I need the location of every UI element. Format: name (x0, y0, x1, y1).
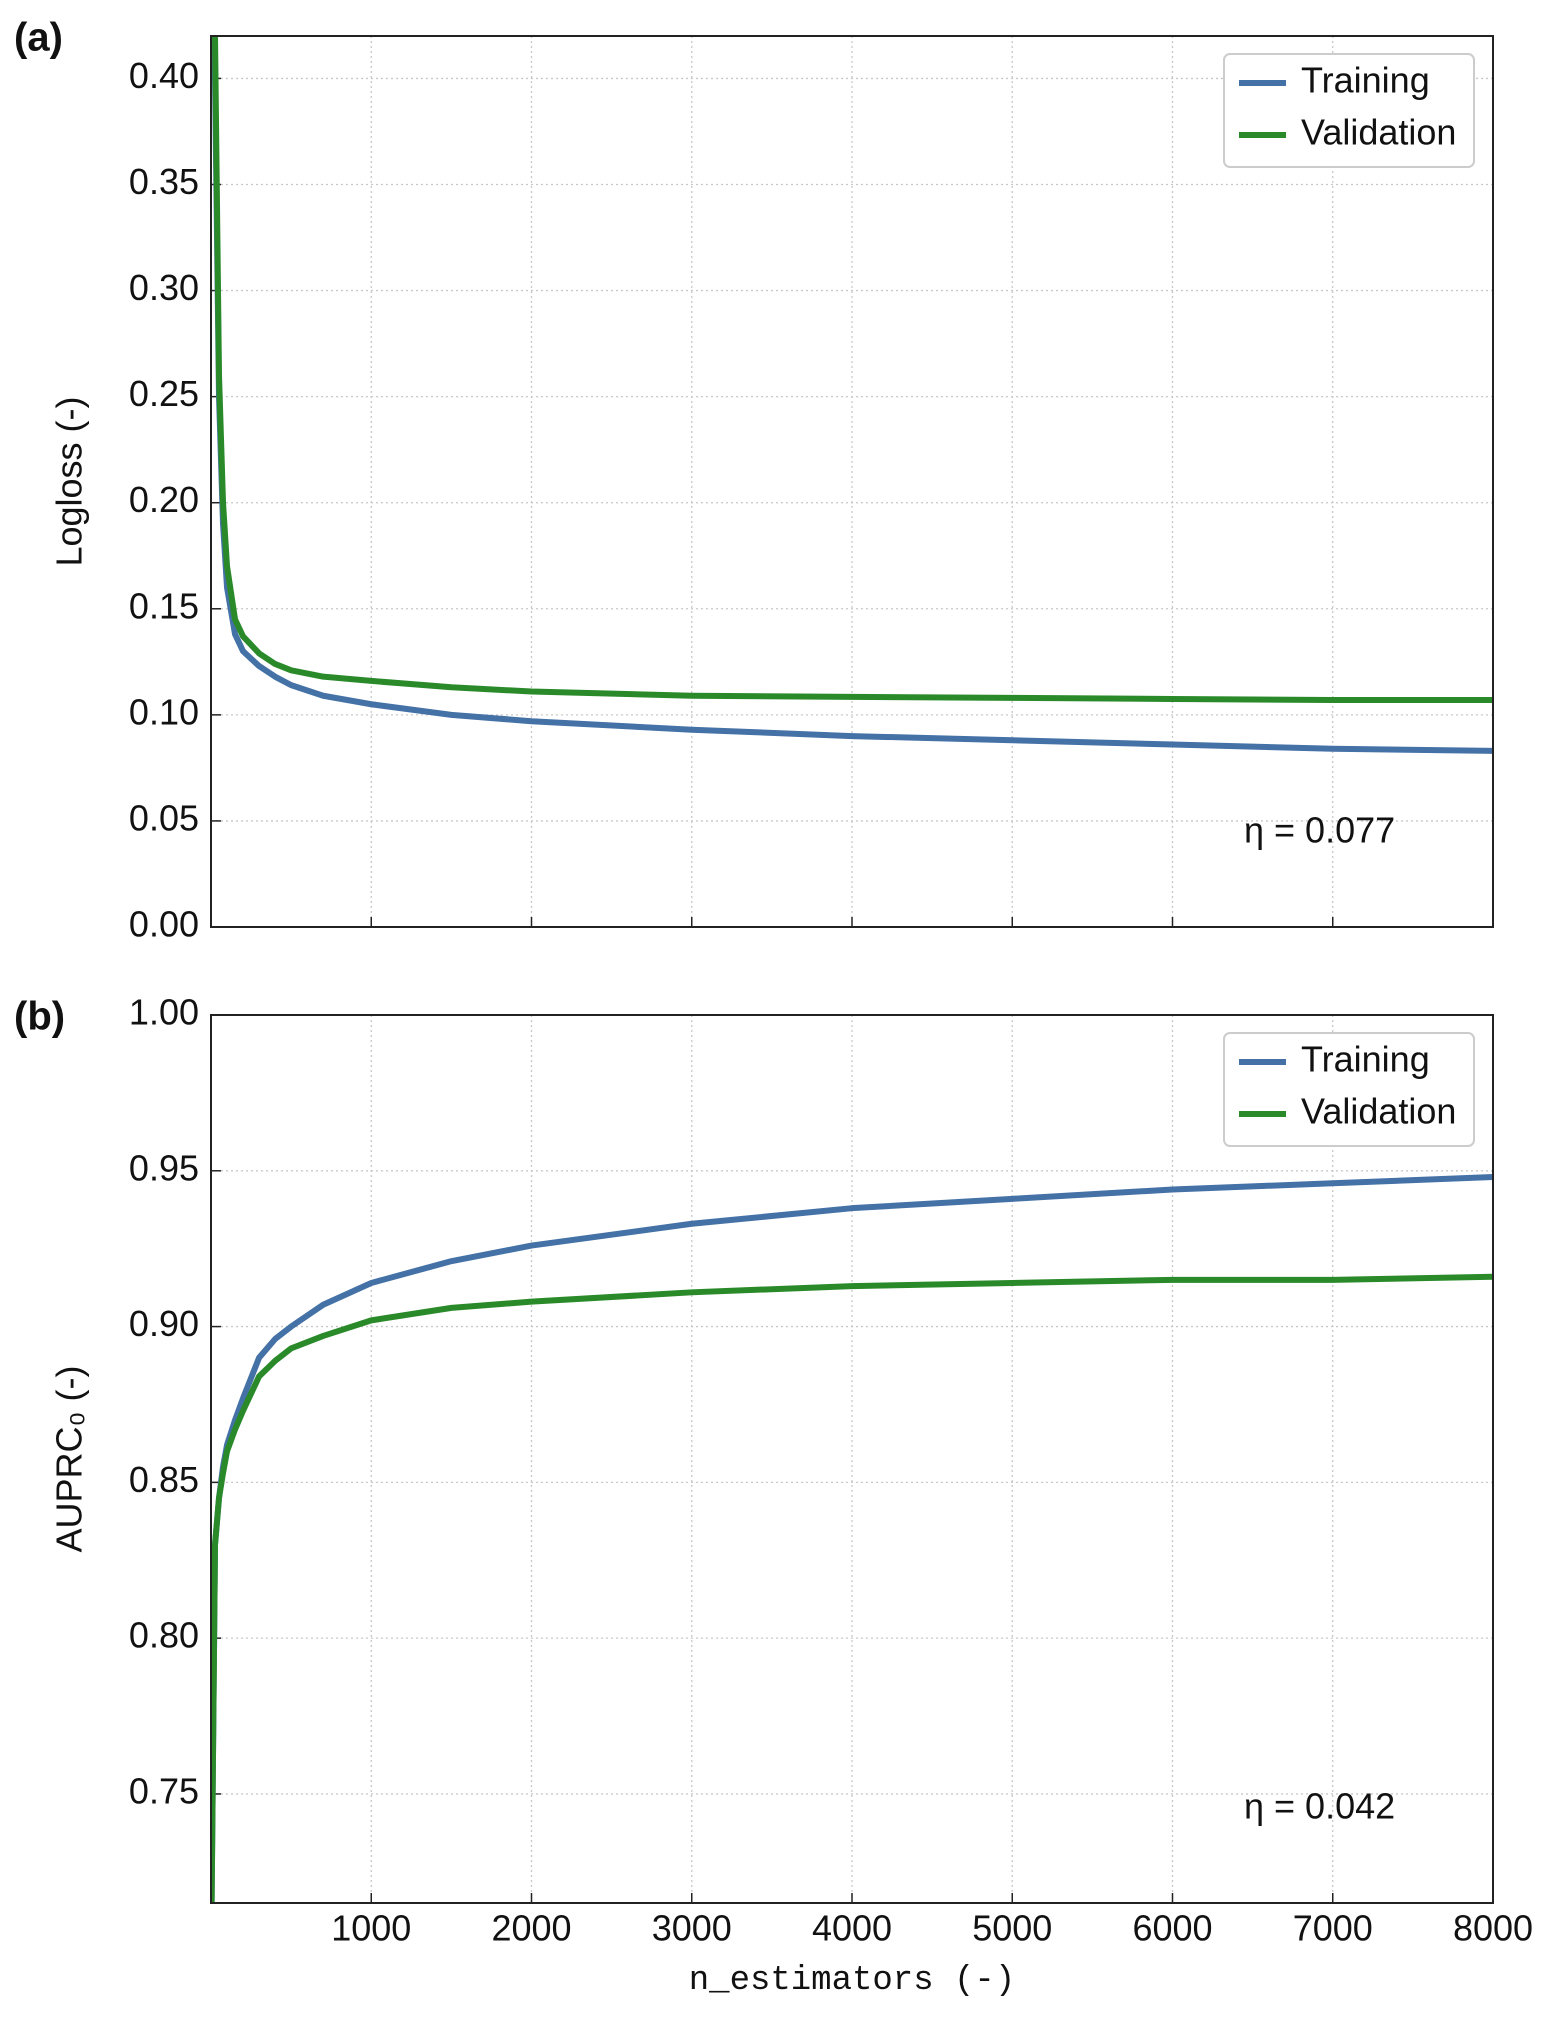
data-line (211, 1174, 1493, 1903)
x-tick-label: 1000 (331, 1908, 411, 1949)
y-axis-label: AUPRC₀ (-) (49, 1366, 90, 1553)
plot-area (211, 1174, 1493, 1903)
x-tick-label: 7000 (1293, 1908, 1373, 1949)
axes-frame (210, 1014, 1494, 1904)
x-tick-label: 5000 (972, 1908, 1052, 1949)
y-tick-label: 0.95 (129, 1147, 199, 1188)
y-tick-label: 0.80 (129, 1615, 199, 1656)
annotation: η = 0.077 (1244, 810, 1395, 851)
y-tick-label: 0.15 (129, 585, 199, 626)
legend-box (1223, 53, 1475, 168)
plot-area (211, 36, 1493, 754)
x-tick-label: 3000 (652, 1908, 732, 1949)
x-tick-label: 6000 (1132, 1908, 1212, 1949)
legend-label: Training (1301, 60, 1430, 101)
legend-box (1223, 1032, 1475, 1147)
annotation: η = 0.042 (1244, 1786, 1395, 1827)
y-tick-label: 0.20 (129, 479, 199, 520)
y-tick-label: 0.05 (129, 797, 199, 838)
data-line (211, 1273, 1493, 1903)
y-tick-label: 0.90 (129, 1303, 199, 1344)
y-tick-label: 0.40 (129, 55, 199, 96)
y-tick-label: 0.75 (129, 1770, 199, 1811)
y-tick-label: 0.00 (129, 904, 199, 945)
panel-label: (a) (14, 16, 63, 60)
x-tick-label: 2000 (491, 1908, 571, 1949)
panel-label: (b) (14, 995, 65, 1039)
x-tick-label: 8000 (1453, 1908, 1533, 1949)
axes-frame (210, 35, 1494, 928)
data-line (212, 36, 1493, 704)
y-tick-label: 0.85 (129, 1459, 199, 1500)
y-tick-label: 0.10 (129, 691, 199, 732)
y-tick-label: 0.35 (129, 161, 199, 202)
x-axis-label: n_estimators (-) (689, 1962, 1015, 2000)
y-axis-label: Logloss (-) (49, 396, 90, 566)
y-tick-label: 0.25 (129, 373, 199, 414)
legend-label: Validation (1301, 112, 1456, 153)
y-tick-label: 0.30 (129, 267, 199, 308)
legend-label: Validation (1301, 1091, 1456, 1132)
legend-label: Training (1301, 1039, 1430, 1080)
x-tick-label: 4000 (812, 1908, 892, 1949)
y-tick-label: 1.00 (129, 992, 199, 1033)
